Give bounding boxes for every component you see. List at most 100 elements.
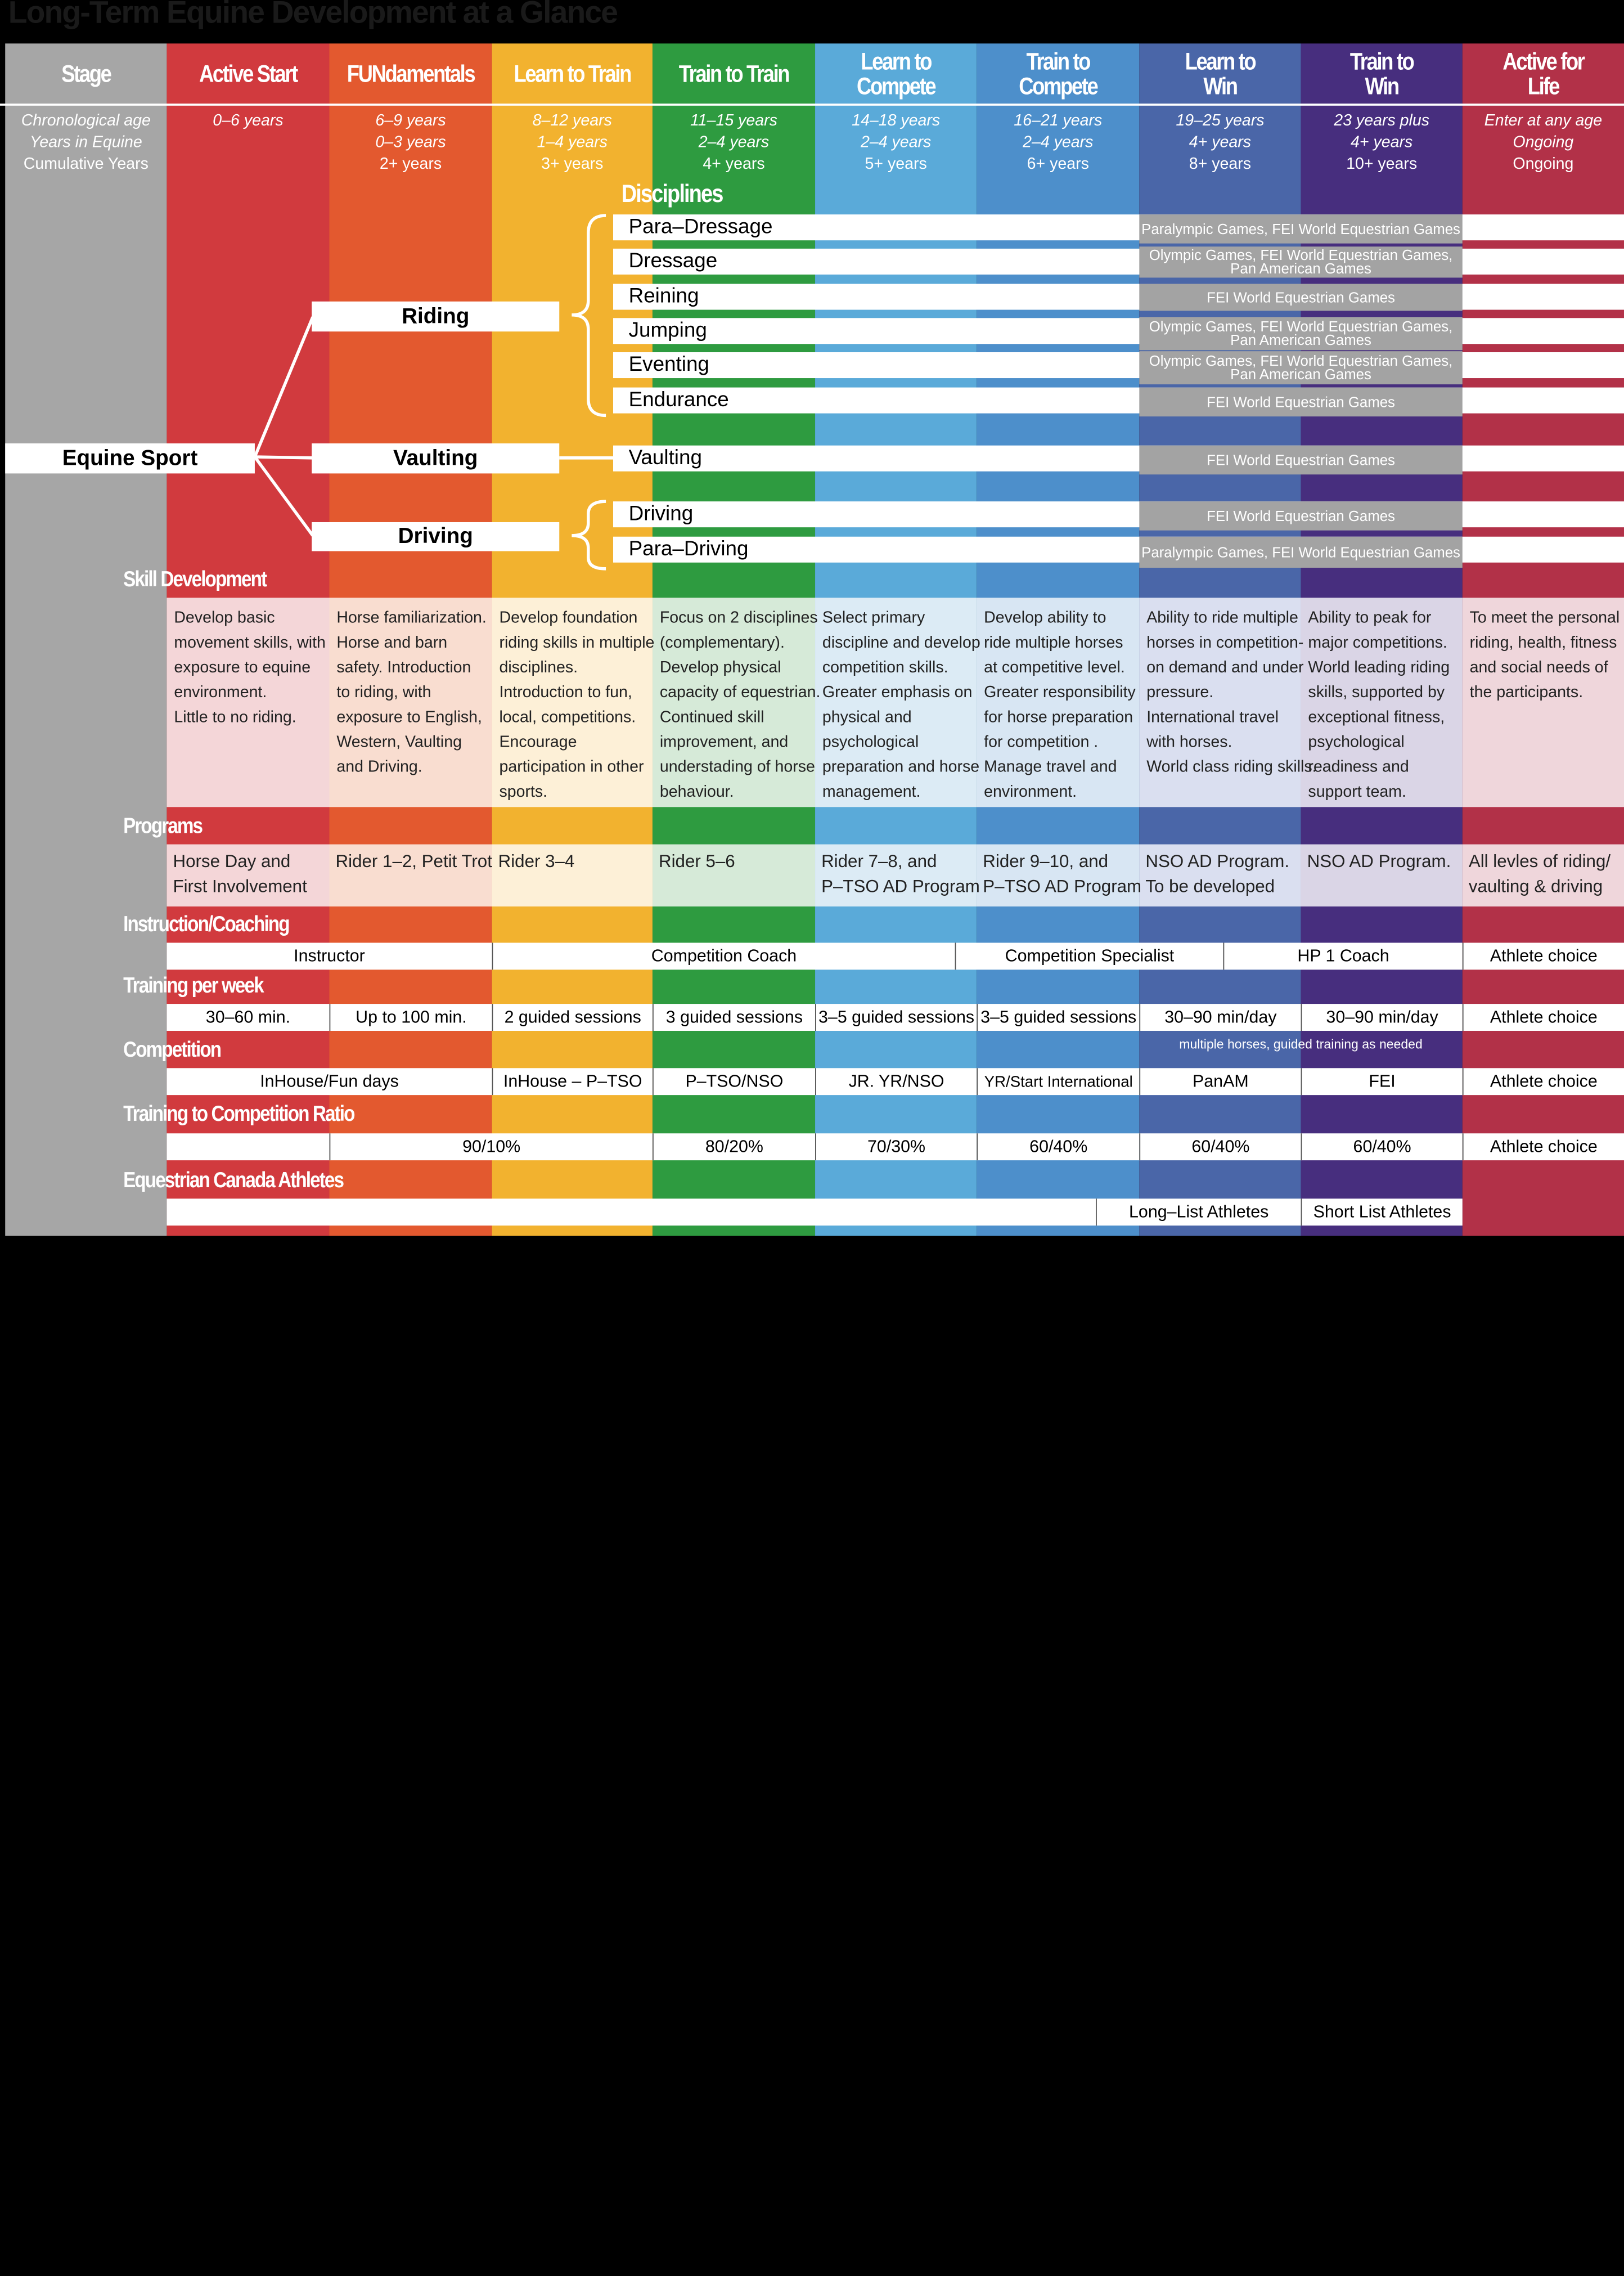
training-cell: 3–5 guided sessions [977, 1004, 1140, 1031]
program-cell: Rider 7–8, and P–TSO AD Program [821, 850, 980, 899]
stage-cumulative: 6+ years [1027, 155, 1089, 173]
competition-cell: YR/Start International [977, 1068, 1140, 1096]
program-line: All levles of riding/ [1468, 851, 1611, 872]
stage-years [167, 132, 329, 154]
program-line: NSO AD Program. [1307, 851, 1451, 872]
skill-line: Select primary [822, 609, 925, 627]
stage-cumulative: 8+ years [1189, 155, 1252, 173]
discipline-events: FEI World Equestrian Games [1139, 387, 1463, 417]
discipline-name: Vaulting [628, 446, 702, 470]
stage-header-line: Win [1203, 72, 1238, 100]
discipline-row: Driving [613, 501, 1624, 528]
event-line: Olympic Games, FEI World Equestrian Game… [1149, 318, 1453, 335]
discipline-row: Dressage [613, 248, 1624, 275]
skill-line: Ability to ride multiple [1146, 609, 1298, 627]
stage-header-line: Compete [1019, 72, 1099, 100]
ratio-cell: 60/40% [977, 1133, 1140, 1161]
section-band [977, 844, 1140, 907]
athletes-cell: Short List Athletes [1301, 1198, 1463, 1226]
skill-line: Introduction to fun, [499, 684, 632, 702]
stage-ages: 19–25 years 4+ years 8+ years [1139, 110, 1301, 178]
stage-header-line: Life [1527, 72, 1560, 100]
stage-years: 4+ years [1189, 133, 1252, 151]
riding-node: Riding [312, 301, 560, 332]
stage-column [5, 43, 167, 1236]
athletes-cell: Long–List Athletes [1095, 1198, 1301, 1226]
skill-line: environment. [984, 783, 1077, 801]
section-band [1462, 598, 1624, 807]
stage-cumulative: 4+ years [703, 155, 765, 173]
skill-line: Western, Vaulting [336, 733, 462, 751]
skill-line: Continued skill [659, 708, 764, 726]
skill-line: riding, health, fitness [1469, 634, 1617, 652]
stage-years: 0–3 years [375, 133, 446, 151]
competition-cell: PanAM [1139, 1068, 1301, 1096]
training-cell: 3–5 guided sessions [815, 1004, 977, 1031]
equine-sport-node: Equine Sport [5, 443, 255, 474]
skill-line: to riding, with [336, 684, 431, 702]
stage-age: 8–12 years [532, 111, 612, 130]
stage-years: Ongoing [1513, 133, 1574, 151]
training-cell: 30–90 min/day [1301, 1004, 1463, 1031]
stage-age: 19–25 years [1176, 111, 1265, 130]
skill-line: support team. [1308, 783, 1406, 801]
discipline-name: Endurance [628, 388, 729, 411]
discipline-events: Olympic Games, FEI World Equestrian Game… [1139, 351, 1463, 385]
stage-cumulative [167, 153, 329, 175]
discipline-name: Eventing [628, 353, 709, 376]
stage-header: Active Start [199, 60, 298, 87]
competition-cell: JR. YR/NSO [815, 1068, 977, 1096]
skill-cell: Select primary discipline and develop comp… [822, 606, 980, 805]
ltad-chart: Long-Term Equine Development at a Glance… [0, 0, 1624, 1236]
section-band [1139, 844, 1301, 907]
stage-years: 2–4 years [860, 133, 932, 151]
event-line: Pan American Games [1230, 365, 1371, 383]
section-band [1139, 598, 1301, 807]
discipline-row: Jumping [613, 318, 1624, 344]
skill-line: exceptional fitness, [1308, 708, 1445, 726]
skill-line: for competition . [984, 733, 1099, 751]
competition-cell: FEI [1301, 1068, 1463, 1096]
discipline-row: Para–Driving [613, 536, 1624, 563]
program-line: Rider 1–2, Petit Trot [335, 851, 492, 872]
skill-cell: Develop ability to ride multiple horses at… [984, 606, 1136, 805]
program-line: Rider 7–8, and [821, 851, 937, 872]
skill-line: (complementary). [659, 634, 785, 652]
skill-line: local, competitions. [499, 708, 636, 726]
discipline-events: FEI World Equestrian Games [1139, 284, 1463, 311]
stage-ages: Enter at any age Ongoing Ongoing [1463, 110, 1624, 178]
driving-node: Driving [312, 522, 560, 551]
discipline-row: Eventing [613, 352, 1624, 379]
program-cell: Horse Day and First Involvement [173, 850, 307, 899]
stage-cumulative: 5+ years [865, 155, 927, 173]
section-band [977, 598, 1140, 807]
skill-line: and social needs of [1469, 659, 1608, 677]
stage-cumulative: Cumulative Years [23, 155, 149, 173]
skill-cell: Develop basic movement skills, with exposu… [174, 606, 326, 730]
stage-years: 1–4 years [537, 133, 608, 151]
skill-line: competition skills. [822, 659, 948, 677]
training-cell: Athlete choice [1462, 1004, 1624, 1031]
program-line: Rider 3–4 [498, 851, 575, 872]
stage-ages: 11–15 years 2–4 years 4+ years [653, 110, 815, 178]
skill-line: with horses. [1146, 733, 1232, 751]
event-line: Olympic Games, FEI World Equestrian Game… [1149, 246, 1453, 263]
training-label: Training per week [123, 973, 264, 998]
instruction-cell: Competition Coach [492, 942, 955, 970]
stage-cumulative: 3+ years [541, 155, 604, 173]
program-cell: All levles of riding/vaulting & driving [1469, 850, 1610, 899]
section-band [652, 598, 816, 807]
program-cell: Rider 5–6 [659, 850, 735, 874]
event-line: FEI World Equestrian Games [1207, 451, 1395, 468]
section-band [167, 598, 330, 807]
skill-line: environment. [174, 684, 267, 702]
program-cell: NSO AD Program. [1307, 850, 1451, 874]
skill-line: major competitions. [1308, 634, 1447, 652]
skill-line: psychological [1308, 733, 1405, 751]
stage-ages: 8–12 years 1–4 years 3+ years [492, 110, 653, 178]
stage-header: Active for Life [1474, 43, 1613, 104]
skill-line: preparation and horse [822, 758, 980, 776]
stage-header-line: Train to [1349, 47, 1415, 75]
program-cell: Rider 3–4 [498, 850, 575, 874]
program-cell: NSO AD Program. To be developed [1145, 850, 1289, 899]
